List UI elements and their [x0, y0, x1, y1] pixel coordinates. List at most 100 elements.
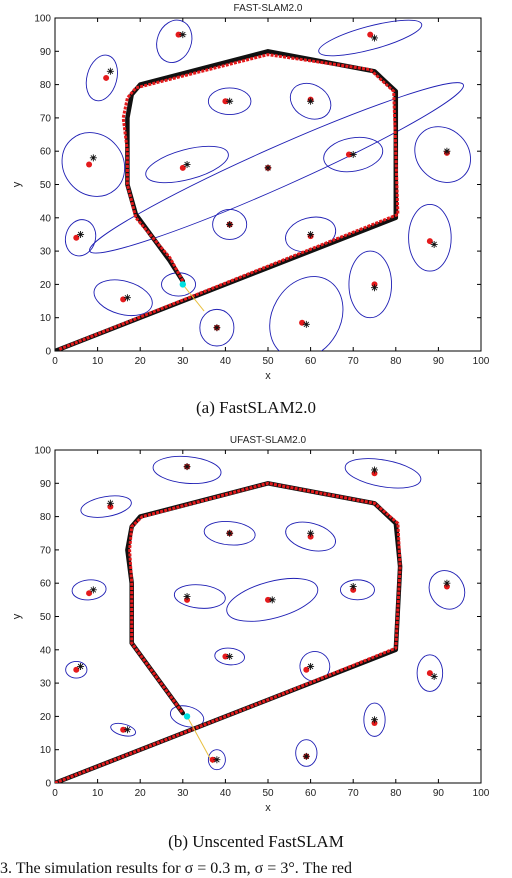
chart-ufastslam2: UFAST-SLAM2.0 0 10 20 30 40 50 60 70 80 90 100 0 10 20… — [11, 435, 490, 814]
landmark-estimate-point — [73, 234, 80, 241]
landmark-estimate-point — [222, 98, 229, 105]
landmark-estimate-point — [179, 164, 186, 171]
landmark-true-point — [371, 284, 378, 292]
plot-a: FAST-SLAM2.0 0 10 20 30 40 50 60 70 80 90 100 0 10 20 3… — [0, 0, 512, 388]
covariance-ellipse — [93, 279, 153, 317]
landmark-estimate-point — [303, 666, 310, 673]
plot-frame — [54, 449, 482, 784]
x-tick-label: 90 — [433, 356, 445, 367]
y-tick-label: 80 — [40, 80, 52, 91]
landmark-estimate-point — [222, 653, 229, 660]
landmark-true-point — [307, 662, 315, 670]
landmark-estimate-point — [86, 590, 93, 597]
y-tick-label: 100 — [34, 14, 51, 25]
y-tick-label: 0 — [45, 347, 51, 358]
y-tick-label: 100 — [34, 446, 51, 457]
y-tick-label: 40 — [40, 213, 52, 224]
y-tick-label: 50 — [40, 180, 52, 191]
covariance-ellipse — [85, 54, 118, 102]
x-tick-label: 40 — [220, 788, 232, 799]
plot-area — [55, 455, 466, 783]
covariance-ellipse — [344, 458, 422, 489]
landmark-true-point — [89, 586, 97, 594]
landmark-estimate-point — [86, 161, 93, 168]
landmark-true-point — [264, 164, 272, 172]
covariance-ellipse — [65, 661, 88, 679]
y-tick-label: 20 — [40, 712, 52, 723]
y-tick-label: 30 — [40, 247, 52, 258]
x-tick-label: 90 — [433, 788, 445, 799]
covariance-ellipse — [323, 136, 384, 173]
estimated-path-line — [58, 53, 400, 351]
covariance-ellipse — [64, 219, 97, 257]
landmark-true-point — [302, 320, 310, 328]
covariance-ellipse — [212, 209, 248, 240]
landmark-true-point — [213, 756, 221, 764]
x-tick-label: 10 — [92, 356, 104, 367]
y-tick-label: 0 — [45, 779, 51, 790]
landmark-estimate-point — [426, 670, 433, 677]
x-tick-label: 10 — [92, 788, 104, 799]
y-tick-label: 10 — [40, 313, 52, 324]
covariance-ellipse — [71, 579, 107, 601]
x-tick-label: 30 — [177, 356, 189, 367]
y-tick-label: 60 — [40, 579, 52, 590]
covariance-ellipse — [80, 495, 132, 518]
landmark-true-point — [123, 726, 131, 734]
landmark-true-point — [123, 294, 131, 302]
y-tick-label: 60 — [40, 147, 52, 158]
landmark-true-point — [443, 147, 451, 155]
covariance-ellipse — [199, 308, 235, 347]
y-axis-label: y — [11, 181, 23, 187]
x-tick-label: 50 — [262, 788, 274, 799]
x-tick-label: 80 — [390, 356, 402, 367]
landmark-true-point — [307, 230, 315, 238]
covariance-ellipse — [416, 654, 444, 692]
chart-title: FAST-SLAM2.0 — [234, 3, 303, 14]
covariance-ellipse — [203, 520, 256, 546]
x-axis-label: x — [265, 802, 271, 814]
landmark-estimate-point — [103, 74, 110, 81]
landmark-true-point — [430, 672, 438, 680]
covariance-ellipse — [169, 705, 205, 728]
landmark-true-point — [183, 161, 191, 169]
x-tick-label: 70 — [348, 788, 360, 799]
covariance-ellipse — [214, 647, 245, 666]
plot-area — [55, 19, 471, 351]
landmark-estimate-point — [175, 31, 182, 38]
covariance-ellipse — [207, 749, 226, 771]
landmark-true-point — [226, 529, 234, 537]
landmark-true-point — [226, 652, 234, 660]
x-tick-label: 20 — [135, 356, 147, 367]
covariance-ellipse — [173, 584, 226, 609]
landmark-true-point — [307, 97, 315, 105]
covariance-ellipse — [110, 722, 137, 737]
landmark-estimate-point — [209, 756, 216, 763]
observation-ray — [186, 716, 214, 764]
landmark-true-point — [349, 583, 357, 591]
covariance-ellipse — [348, 250, 392, 319]
covariance-ellipse — [295, 739, 318, 767]
landmark-true-point — [307, 529, 315, 537]
x-tick-label: 100 — [473, 788, 490, 799]
y-tick-label: 90 — [40, 47, 52, 58]
landmark-true-point — [183, 593, 191, 601]
robot-position-point — [183, 713, 191, 720]
chart-fastslam2: FAST-SLAM2.0 0 10 20 30 40 50 60 70 80 90 100 0 10 20 3… — [11, 3, 490, 382]
covariance-ellipse — [207, 87, 252, 116]
landmark-estimate-point — [73, 666, 80, 673]
figure-footer: 3. The simulation results for σ = 0.3 m,… — [0, 860, 353, 877]
y-tick-label: 90 — [40, 479, 52, 490]
landmark-true-point — [371, 716, 378, 724]
y-tick-label: 40 — [40, 645, 52, 656]
caption-a: (a) FastSLAM2.0 — [196, 398, 316, 417]
x-tick-label: 60 — [305, 356, 317, 367]
covariance-ellipse — [285, 521, 336, 552]
covariance-ellipse — [408, 204, 452, 272]
y-tick-label: 30 — [40, 679, 52, 690]
landmark-estimate-point — [345, 151, 352, 158]
landmark-estimate-point — [426, 238, 433, 245]
landmark-estimate-point — [265, 596, 271, 603]
landmark-true-point — [106, 67, 114, 75]
y-tick-label: 20 — [40, 280, 52, 291]
